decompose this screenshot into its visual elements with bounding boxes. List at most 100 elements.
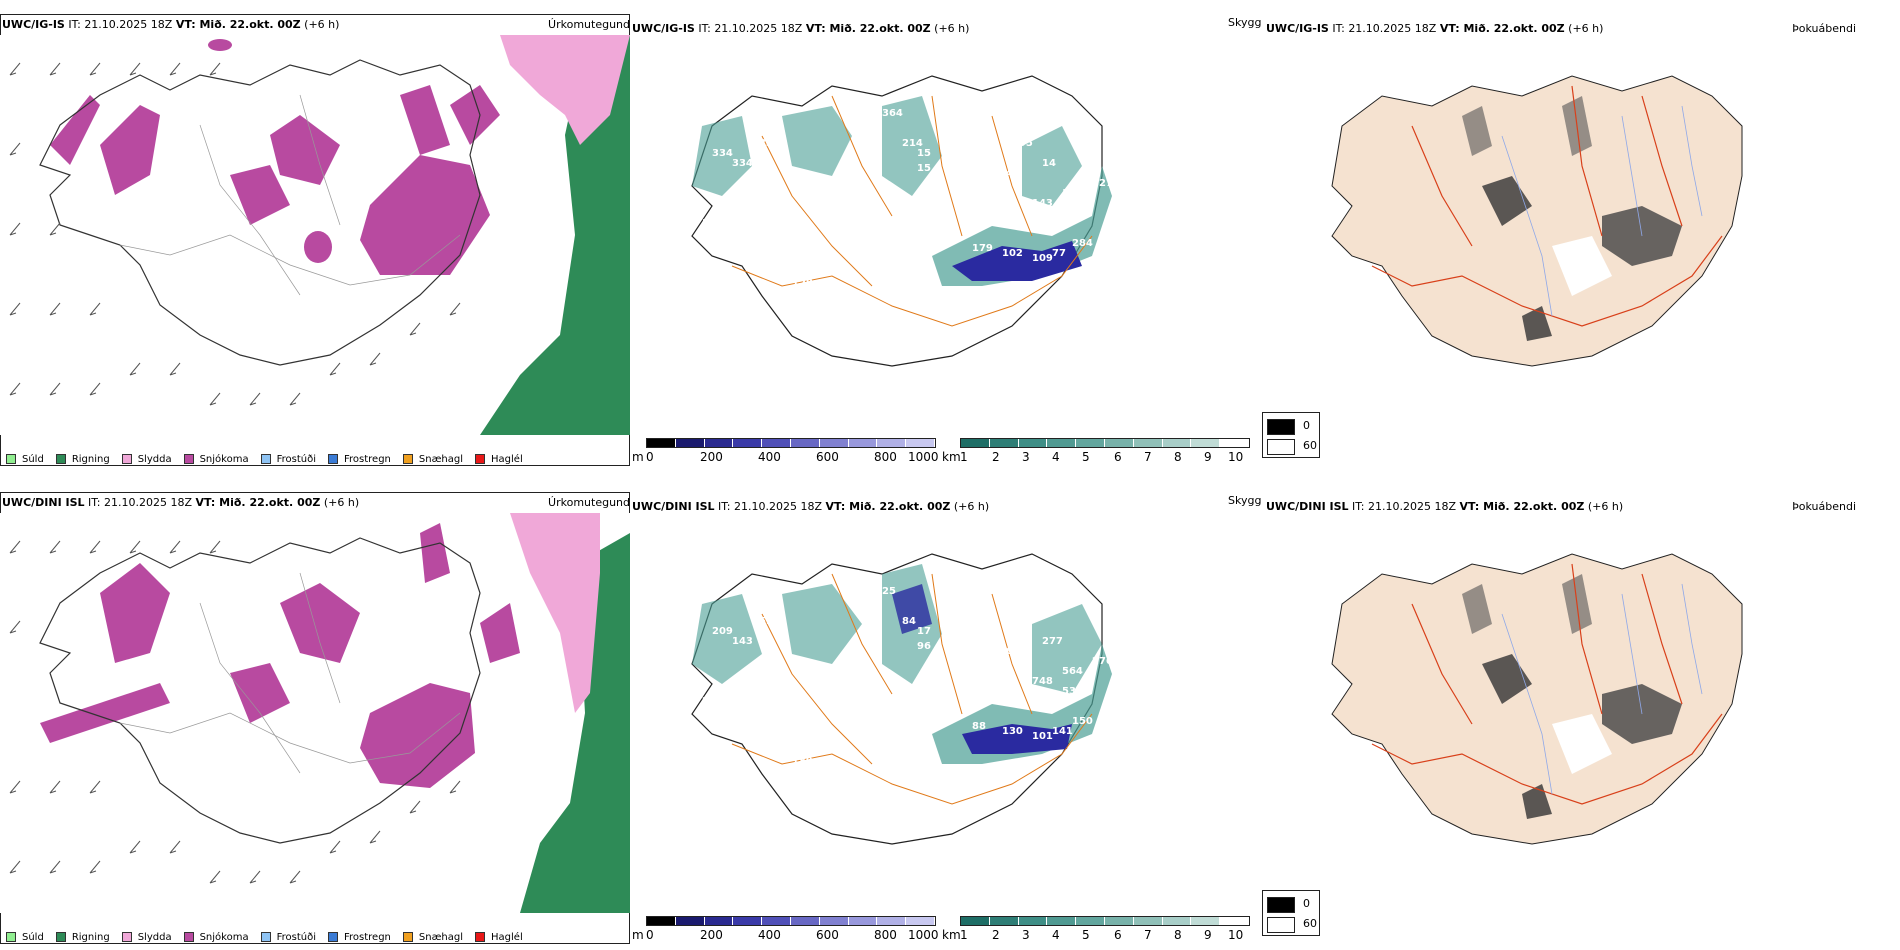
snow-area	[230, 663, 290, 723]
panel-header: UWC/DINI ISL IT: 21.10.2025 18Z VT: Mið.…	[1266, 500, 1856, 514]
cloud-visibility-panel: UWC/DINI ISL IT: 21.10.2025 18Z VT: Mið.…	[632, 478, 1271, 948]
roads	[731, 573, 1093, 805]
cloud-base-label: 276	[1092, 656, 1113, 667]
fog-map	[1331, 553, 1743, 845]
legend-swatch	[55, 932, 66, 942]
snow-area	[50, 95, 100, 165]
cloud-base-label: 141	[1052, 726, 1073, 737]
visibility-tick: 1	[960, 450, 968, 464]
legend-swatch	[260, 454, 271, 464]
coastline	[39, 537, 481, 844]
cloud-base-label: 128	[792, 278, 813, 289]
teal-cloud	[1022, 126, 1082, 206]
cloud-base-label: 189	[792, 756, 813, 767]
panel-header: UWC/IG-IS IT: 21.10.2025 18Z VT: Mið. 22…	[1266, 22, 1856, 36]
legend-swatch	[328, 454, 338, 464]
ceiling-tick: 800	[874, 450, 897, 464]
cloud-base-label: 175	[862, 218, 883, 229]
wind-barbs	[9, 62, 461, 406]
legend-item: Súld	[6, 454, 44, 465]
cloud-base-label: 541	[1062, 208, 1083, 219]
legend-label: Snjókoma	[199, 931, 249, 943]
init-time: IT: 21.10.2025 18Z	[1348, 500, 1460, 513]
visibility-colorbar: km 1 2 3 4 5 6 7 8 9 10	[942, 438, 1252, 464]
visibility-tick: 10	[1228, 928, 1244, 942]
visibility-tick: 7	[1144, 450, 1152, 464]
ceiling-tick: 400	[758, 928, 781, 942]
teal-cloud	[782, 106, 852, 176]
snow-area	[40, 683, 170, 743]
ceiling-tick: 600	[816, 450, 839, 464]
legend-label: Slydda	[137, 931, 172, 943]
cloud-base-label: 109	[1062, 188, 1083, 199]
legend-label: Frostregn	[344, 931, 391, 943]
navy-cloud	[952, 241, 1082, 281]
cloud-base-label: 81	[692, 576, 706, 587]
valid-time: VT: Mið. 22.okt. 00Z	[825, 500, 951, 513]
cloud-base-label: 104	[992, 168, 1013, 179]
precip-type-panel: UWC/DINI ISL IT: 21.10.2025 18Z VT: Mið.…	[0, 478, 640, 948]
fog-key-dark	[1267, 897, 1295, 913]
ceiling-colorbar: m 0 200 400 600 800 1000	[632, 916, 939, 942]
ceiling-unit: m	[632, 450, 644, 464]
fog-index-panel: UWC/IG-IS IT: 21.10.2025 18Z VT: Mið. 22…	[1262, 0, 1900, 470]
legend-swatch	[260, 932, 271, 942]
valid-time: VT: Mið. 22.okt. 00Z	[195, 496, 321, 509]
cloud-base-label: 334	[712, 148, 733, 159]
cloud-base-label: 96	[852, 676, 866, 687]
lead-time: (+6 h)	[950, 500, 990, 513]
legend-label: Snæhagl	[418, 931, 464, 943]
fog-key-dark-label: 0	[1303, 897, 1310, 910]
visibility-tick: 7	[1144, 928, 1152, 942]
cloud-base-label: 96	[917, 641, 931, 652]
cloud-base-label: 564	[1062, 666, 1083, 677]
ceiling-bar	[646, 916, 936, 926]
precip-legend: Súld Rigning Slydda Snjókoma Frostúði Fr…	[6, 930, 523, 944]
cloud-base-label: 495	[1012, 138, 1033, 149]
visibility-tick: 6	[1114, 450, 1122, 464]
cloud-base-label: 15	[917, 163, 931, 174]
legend-label: Frostregn	[344, 453, 391, 465]
cloud-base-label: 335	[1012, 616, 1033, 627]
init-time: IT: 21.10.2025 18Z	[1328, 22, 1440, 35]
visibility-tick: 8	[1174, 928, 1182, 942]
ceiling-tick: 200	[700, 450, 723, 464]
panel-title: Úrkomutegund	[548, 18, 630, 31]
legend-swatch	[6, 932, 16, 942]
legend-label: Rigning	[71, 453, 110, 465]
legend-item: Snjókoma	[183, 453, 249, 465]
cloud-base-label: 364	[882, 108, 903, 119]
fog-key: 0 60	[1262, 412, 1320, 458]
ceiling-tick: 800	[874, 928, 897, 942]
snow-area	[420, 523, 450, 583]
legend-label: Súld	[22, 931, 44, 943]
sleet-area	[500, 35, 630, 145]
cloud-map: 3733433433336421415151469710413349514627…	[691, 58, 1113, 367]
cloud-base-label: 31	[902, 806, 916, 817]
legend-swatch	[183, 932, 194, 942]
panel-title: Skyggni	[1228, 494, 1272, 507]
roads	[119, 94, 461, 296]
precip-map	[0, 35, 630, 435]
legend-swatch	[402, 932, 413, 942]
cloud-base-label: 150	[1072, 716, 1093, 727]
snow-area	[360, 155, 490, 275]
init-time: IT: 21.10.2025 18Z	[694, 22, 806, 35]
cloud-base-label: 335	[702, 218, 723, 229]
teal-cloud	[1032, 604, 1102, 694]
snow-area	[100, 563, 170, 663]
legend-label: Snjókoma	[199, 453, 249, 465]
legend-swatch	[475, 932, 486, 942]
ceiling-tick: 600	[816, 928, 839, 942]
cloud-base-label: 179	[972, 243, 993, 254]
rain-area	[480, 35, 630, 435]
legend-item: Slydda	[121, 454, 172, 465]
legend-item: Rigning	[55, 453, 110, 465]
visibility-tick: 8	[1174, 450, 1182, 464]
ceiling-tick: 200	[700, 928, 723, 942]
init-time: IT: 21.10.2025 18Z	[714, 500, 826, 513]
visibility-tick: 5	[1082, 450, 1090, 464]
fog-index-panel: UWC/DINI ISL IT: 21.10.2025 18Z VT: Mið.…	[1262, 478, 1900, 948]
legend-item: Frostúði	[260, 932, 316, 943]
fog-map	[1331, 75, 1743, 367]
